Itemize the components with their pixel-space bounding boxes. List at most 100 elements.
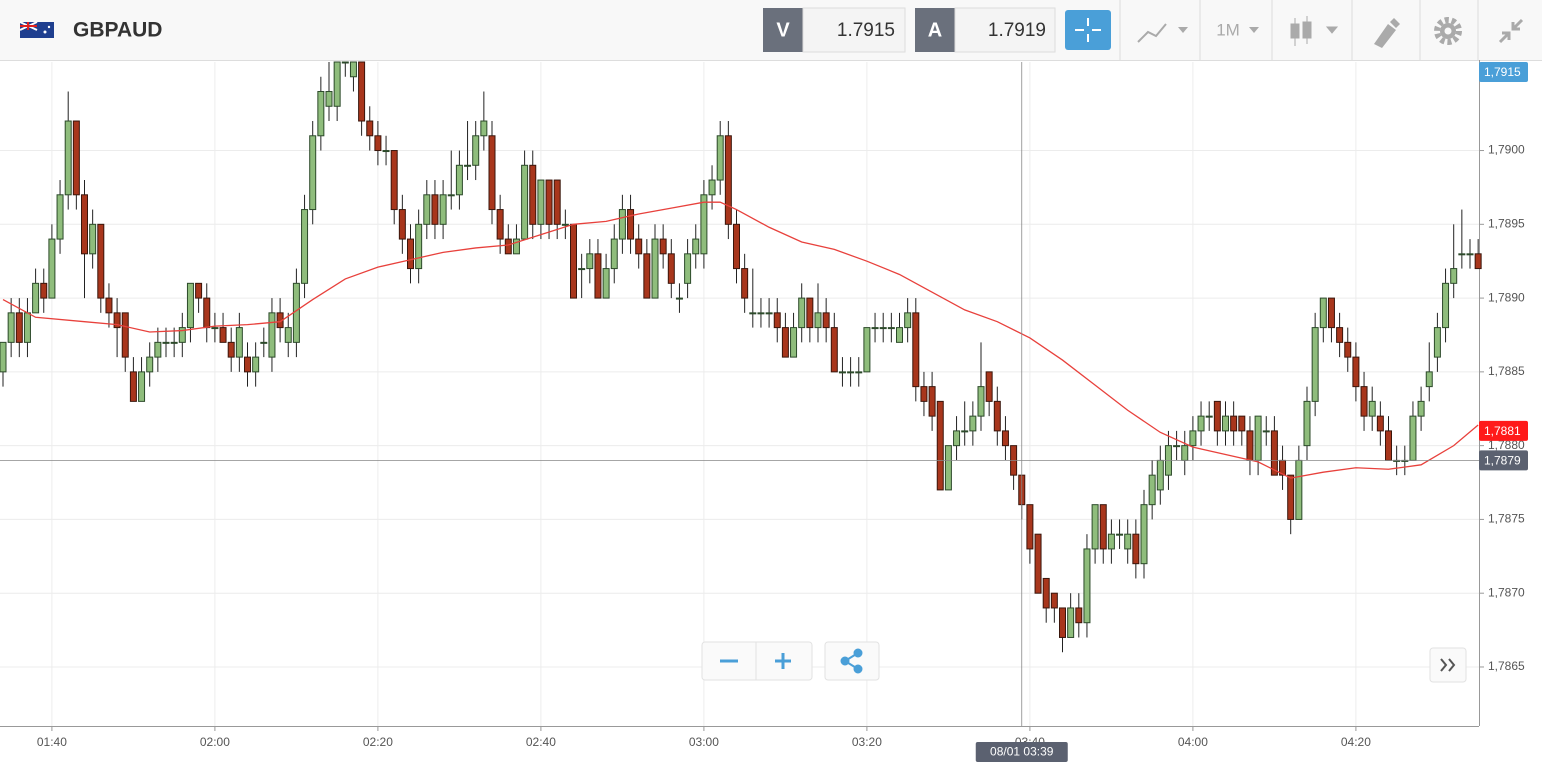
candle-body bbox=[969, 415, 977, 432]
candle-body bbox=[15, 312, 23, 343]
draw-tools-button[interactable] bbox=[1374, 18, 1400, 48]
buy-price: 1.7919 bbox=[988, 20, 1046, 41]
candle-body bbox=[0, 341, 7, 373]
candle-body bbox=[325, 91, 333, 107]
candle-body bbox=[1327, 297, 1335, 329]
price-marker bbox=[1479, 420, 1528, 441]
candle-body bbox=[105, 297, 113, 314]
candle-body bbox=[684, 253, 692, 284]
candle-type-button[interactable] bbox=[1290, 16, 1339, 46]
candle-body bbox=[749, 312, 757, 315]
candle-body bbox=[1474, 253, 1482, 270]
candle-body bbox=[227, 341, 235, 358]
candle-body bbox=[1001, 430, 1009, 447]
candle-body bbox=[887, 327, 895, 330]
x-tick-label: 03:20 bbox=[852, 735, 882, 749]
zoom-in-button[interactable] bbox=[775, 653, 791, 669]
sell-price-box[interactable] bbox=[802, 7, 906, 53]
candle-body bbox=[618, 209, 626, 240]
sell-button[interactable] bbox=[763, 8, 803, 52]
buy-label: A bbox=[928, 19, 942, 41]
candle-body bbox=[1254, 415, 1262, 461]
candle-body bbox=[1222, 415, 1229, 432]
candle-body bbox=[252, 356, 260, 373]
candle-body bbox=[415, 223, 423, 270]
candle-body bbox=[97, 223, 105, 299]
candle-body bbox=[1026, 504, 1034, 550]
candle-body bbox=[1287, 474, 1295, 520]
collapse-button[interactable] bbox=[1498, 18, 1524, 44]
candle-body bbox=[806, 297, 814, 329]
candle-body bbox=[211, 327, 219, 330]
crosshair-y-label: 1,7879 bbox=[1484, 454, 1521, 468]
chart-type-button[interactable] bbox=[1137, 23, 1188, 43]
candle-body bbox=[733, 223, 740, 270]
plot-area: 1,7865 1,7870 1,7875 1,7880 1,7885 1,7890 1,78… bbox=[0, 60, 1528, 762]
candle-body bbox=[1270, 430, 1278, 476]
candle-body bbox=[578, 268, 586, 271]
candle-body bbox=[317, 91, 325, 137]
candle-body bbox=[1466, 253, 1474, 256]
share-icon bbox=[840, 648, 863, 674]
candle-body bbox=[1213, 400, 1221, 432]
buy-price-box[interactable] bbox=[954, 7, 1056, 53]
y-tick-label: 1,7890 bbox=[1488, 290, 1525, 304]
candle-body bbox=[504, 238, 512, 255]
candle-body bbox=[1262, 430, 1270, 433]
x-tick-label: 02:20 bbox=[363, 735, 393, 749]
candle-body bbox=[553, 179, 561, 225]
candle-body bbox=[268, 312, 276, 358]
candle-body bbox=[635, 238, 643, 255]
candle-body bbox=[985, 371, 993, 402]
candle-body bbox=[1091, 504, 1099, 550]
candle-body bbox=[56, 194, 64, 240]
buy-button[interactable] bbox=[915, 8, 955, 52]
candle-body bbox=[1124, 533, 1132, 550]
candle-body bbox=[121, 312, 129, 358]
candle-body bbox=[798, 297, 806, 329]
timeframe-button[interactable]: 1M bbox=[1216, 20, 1240, 39]
zoom-panel bbox=[701, 641, 813, 681]
candle-body bbox=[447, 194, 455, 197]
candle-body bbox=[936, 400, 944, 491]
candle-body bbox=[464, 164, 472, 167]
candle-body bbox=[610, 238, 618, 270]
candle-body bbox=[1295, 459, 1303, 520]
candle-body bbox=[944, 445, 952, 491]
candle-body bbox=[765, 312, 773, 315]
candle-body bbox=[341, 61, 349, 64]
candle-body bbox=[879, 327, 887, 330]
candle-body bbox=[1360, 386, 1368, 417]
candle-body bbox=[521, 164, 529, 240]
crosshair-button[interactable] bbox=[1065, 10, 1111, 50]
y-tick-label: 1,7865 bbox=[1488, 659, 1525, 673]
candle-body bbox=[480, 120, 488, 137]
crosshair-x-label-box bbox=[975, 742, 1068, 762]
scroll-end-button[interactable] bbox=[1429, 647, 1467, 683]
candle-body bbox=[586, 253, 594, 270]
candle-body bbox=[594, 253, 602, 299]
candle-body bbox=[32, 282, 40, 314]
candle-body bbox=[439, 194, 447, 225]
candle-body bbox=[512, 238, 520, 255]
candle-body bbox=[953, 430, 961, 447]
candle-body bbox=[72, 120, 80, 196]
candle-body bbox=[1116, 533, 1124, 536]
candle-body bbox=[170, 341, 178, 344]
candle-body bbox=[1050, 592, 1058, 609]
candle-body bbox=[1311, 327, 1319, 402]
x-tick-label: 02:00 bbox=[200, 735, 230, 749]
share-button[interactable] bbox=[824, 641, 880, 681]
candle-body bbox=[7, 312, 15, 343]
candle-body bbox=[129, 371, 137, 402]
candle-body bbox=[830, 327, 838, 373]
candle-body bbox=[1409, 415, 1417, 461]
candle-body bbox=[1246, 430, 1254, 461]
settings-button[interactable] bbox=[1434, 17, 1462, 45]
x-tick-label: 04:00 bbox=[1178, 735, 1208, 749]
candle-body bbox=[667, 253, 675, 284]
candle-body bbox=[1238, 415, 1246, 432]
candle-body bbox=[838, 371, 846, 374]
candle-body bbox=[920, 386, 928, 402]
candle-body bbox=[1075, 607, 1083, 624]
